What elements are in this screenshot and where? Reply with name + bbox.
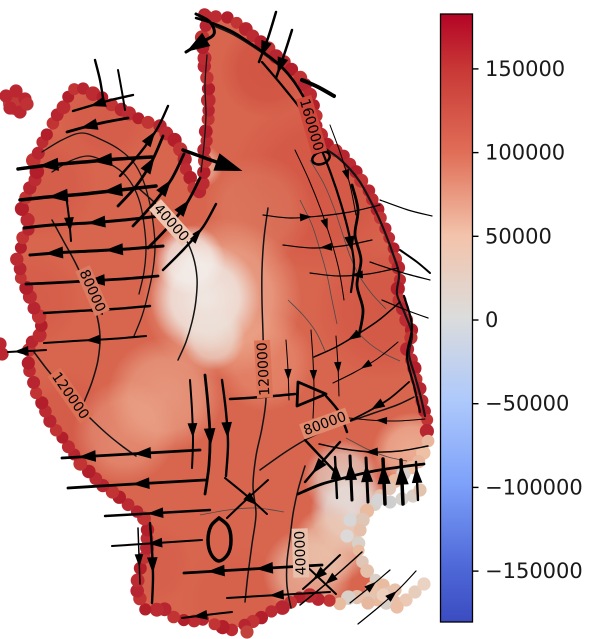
colorbar: 150000 100000 50000 0 −50000 −100000 −150000 [439, 13, 583, 623]
large-open-arrowhead [295, 380, 328, 408]
contour-label: 40000 [291, 528, 310, 578]
colorbar-tick-label: 100000 [485, 141, 565, 165]
streamline-arrows [13, 32, 423, 620]
svg-text:40000: 40000 [292, 530, 310, 575]
colorbar-tick-label: 0 [485, 308, 498, 332]
colorbar-tick-label: 50000 [485, 224, 552, 248]
colorbar-tick-label: −50000 [485, 392, 569, 416]
colorbar-tick-label: −100000 [485, 475, 583, 499]
colorbar-tick-label: 150000 [485, 57, 565, 81]
contour-label: 120000 [254, 339, 274, 399]
colorbar-gradient [439, 13, 474, 623]
colorbar-tick-label: −150000 [485, 559, 583, 583]
minor-contour-lines [199, 159, 408, 516]
scatter-points [0, 8, 435, 639]
svg-text:120000: 120000 [255, 342, 274, 396]
